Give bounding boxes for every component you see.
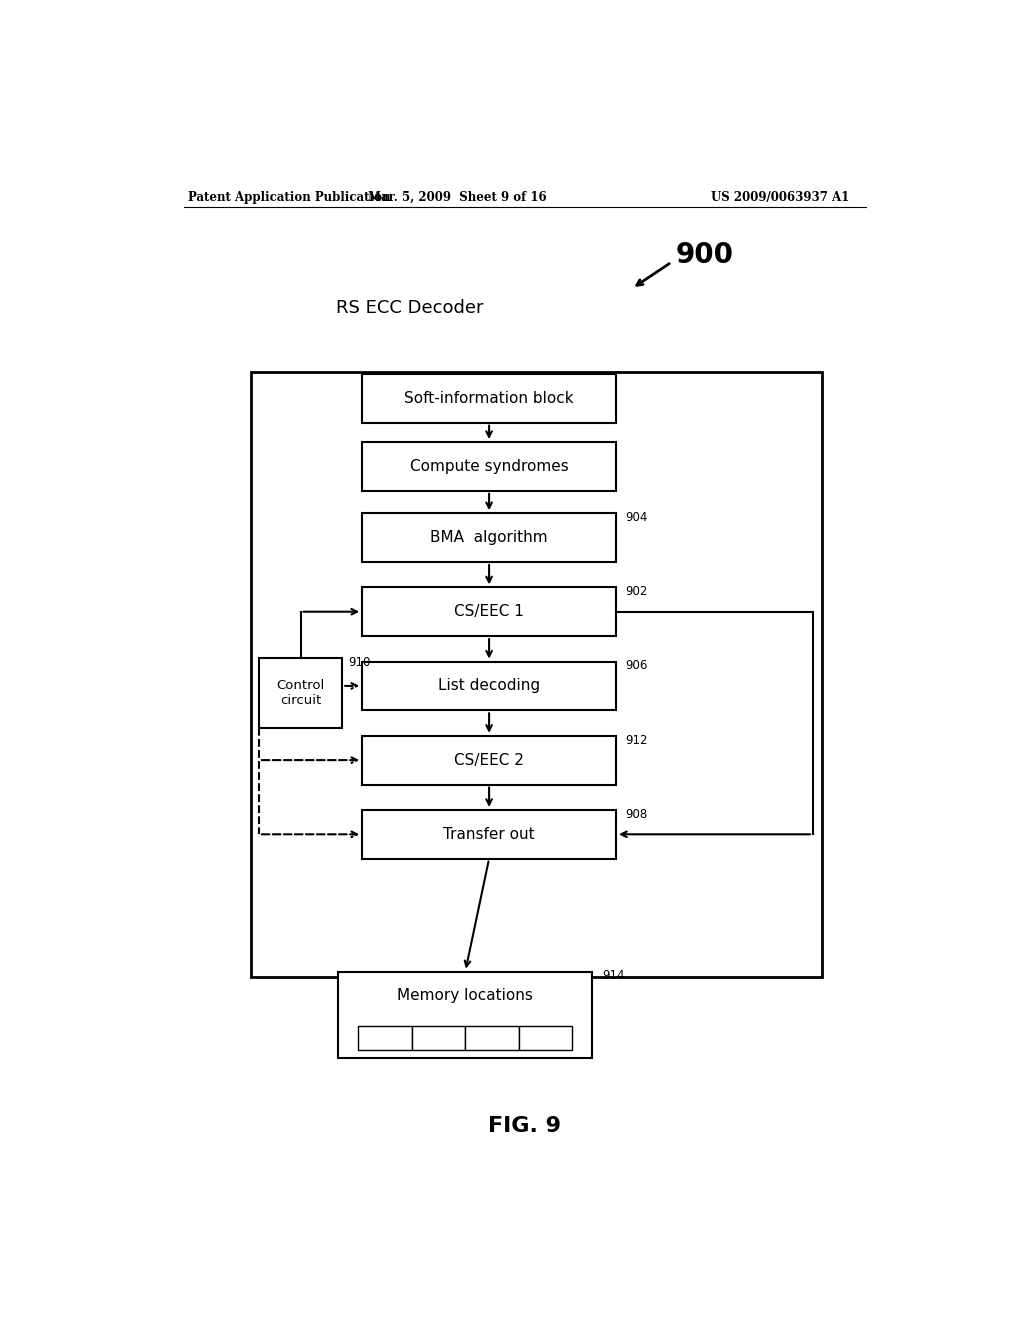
Bar [412,1026,465,1049]
Bar [362,810,616,859]
Bar [362,442,616,491]
Text: FIG. 9: FIG. 9 [488,1115,561,1137]
Text: 908: 908 [626,808,648,821]
Text: Compute syndromes: Compute syndromes [410,459,568,474]
Text: List decoding: List decoding [438,678,540,693]
Text: Mar. 5, 2009  Sheet 9 of 16: Mar. 5, 2009 Sheet 9 of 16 [368,190,547,203]
Bar [362,587,616,636]
Text: 912: 912 [626,734,648,747]
Bar [251,372,822,977]
Text: Transfer out: Transfer out [443,826,535,842]
Bar [362,374,616,422]
Bar [362,661,616,710]
Text: 900: 900 [676,242,733,269]
Bar [358,1026,412,1049]
Text: 904: 904 [626,511,648,524]
Bar [338,972,592,1057]
Bar [519,1026,572,1049]
Text: 914: 914 [602,969,625,982]
Text: US 2009/0063937 A1: US 2009/0063937 A1 [712,190,850,203]
Text: CS/EEC 2: CS/EEC 2 [455,752,524,768]
Text: RS ECC Decoder: RS ECC Decoder [336,298,483,317]
Bar [362,513,616,562]
Bar [259,659,342,727]
Text: Soft-information block: Soft-information block [404,391,573,405]
Bar [362,735,616,784]
Text: 902: 902 [626,585,648,598]
Text: 906: 906 [626,660,648,672]
Text: 910: 910 [348,656,371,669]
Text: Patent Application Publication: Patent Application Publication [187,190,390,203]
Text: BMA  algorithm: BMA algorithm [430,531,548,545]
Bar [465,1026,519,1049]
Text: Control
circuit: Control circuit [276,678,325,708]
Text: CS/EEC 1: CS/EEC 1 [455,605,524,619]
Text: Memory locations: Memory locations [397,989,534,1003]
